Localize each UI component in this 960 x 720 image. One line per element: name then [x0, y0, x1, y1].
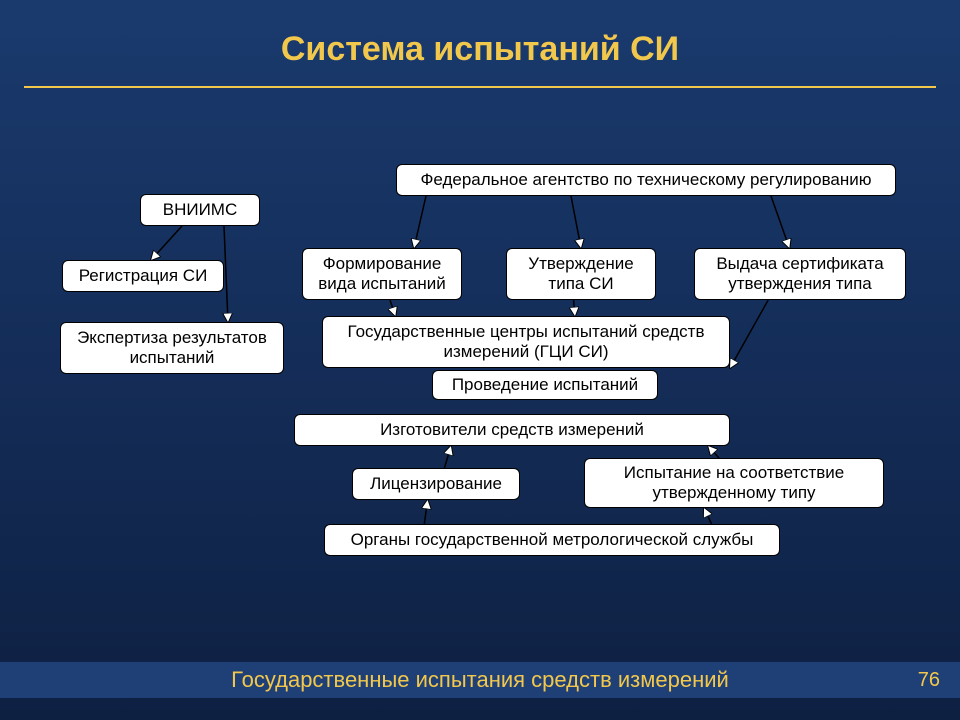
node-gci: Государственные центры испытаний средств…: [322, 316, 730, 368]
node-form: Формирование вида испытаний: [302, 248, 462, 300]
edge-fed-cert: [771, 196, 789, 248]
edge-vniims-reg: [151, 226, 182, 260]
edge-organs-conform: [704, 508, 712, 524]
edge-fed-approve: [571, 196, 581, 248]
node-conform: Испытание на соответствие утвержденному …: [584, 458, 884, 508]
node-vniims: ВНИИМС: [140, 194, 260, 226]
edge-vniims-exam: [224, 226, 228, 322]
node-fed: Федеральное агентство по техническому ре…: [396, 164, 896, 196]
node-manuf: Изготовители средств измерений: [294, 414, 730, 446]
node-test: Проведение испытаний: [432, 370, 658, 400]
page-title: Система испытаний СИ: [0, 30, 960, 69]
node-cert: Выдача сертификата утверждения типа: [694, 248, 906, 300]
node-approve: Утверждение типа СИ: [506, 248, 656, 300]
footer-text: Государственные испытания средств измере…: [0, 667, 960, 693]
edge-approve-gci: [574, 300, 575, 316]
edge-conform-manuf: [708, 446, 719, 458]
title-divider: [24, 86, 936, 88]
edge-organs-license: [424, 500, 427, 524]
node-organs: Органы государственной метрологической с…: [324, 524, 780, 556]
edge-fed-form: [414, 196, 426, 248]
edge-cert-gci: [730, 300, 768, 368]
node-license: Лицензирование: [352, 468, 520, 500]
edge-form-gci: [390, 300, 395, 316]
slide: Система испытаний СИ Федеральное агентст…: [0, 0, 960, 720]
edge-license-manuf: [444, 446, 451, 468]
page-number: 76: [918, 669, 940, 692]
node-exam: Экспертиза результатов испытаний: [60, 322, 284, 374]
node-reg: Регистрация СИ: [62, 260, 224, 292]
